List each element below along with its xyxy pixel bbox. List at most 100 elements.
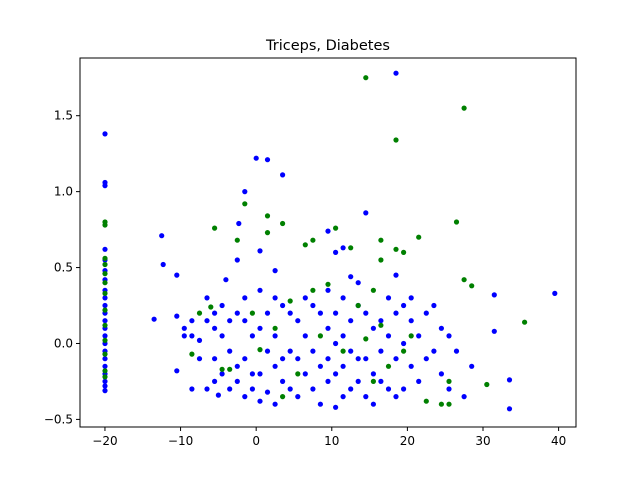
data-point — [102, 307, 108, 313]
data-point — [223, 277, 229, 283]
data-point — [340, 394, 346, 400]
data-point — [506, 377, 513, 383]
data-point — [333, 310, 339, 316]
data-point — [208, 304, 214, 310]
data-point — [102, 351, 108, 357]
data-point — [363, 336, 369, 342]
data-point — [102, 255, 108, 261]
data-point — [363, 310, 369, 316]
data-point — [272, 325, 278, 331]
data-point — [236, 220, 242, 227]
data-point — [302, 333, 308, 339]
data-point — [272, 333, 278, 339]
data-point — [102, 363, 108, 369]
data-point — [102, 356, 108, 362]
data-point — [264, 213, 271, 219]
data-point — [102, 222, 108, 228]
data-point — [423, 356, 429, 362]
data-point — [408, 333, 414, 339]
data-point — [446, 401, 452, 407]
data-point — [491, 292, 497, 298]
data-point — [340, 363, 346, 369]
data-point — [102, 333, 108, 339]
data-point — [317, 401, 323, 407]
data-point — [102, 271, 108, 277]
data-point — [102, 131, 108, 137]
data-point — [219, 371, 225, 377]
data-point — [325, 325, 331, 331]
data-point — [102, 378, 108, 384]
data-point — [272, 401, 278, 407]
data-point — [370, 401, 376, 407]
data-point — [408, 318, 414, 324]
data-point — [212, 310, 218, 316]
data-point — [325, 378, 331, 384]
data-point — [242, 356, 248, 362]
data-point — [378, 322, 384, 328]
data-point — [340, 348, 346, 354]
data-point — [453, 348, 460, 354]
data-point — [196, 356, 203, 362]
data-point — [317, 333, 323, 339]
data-point — [378, 237, 384, 243]
y-axis: −0.5 0.0 0.5 1.0 1.5 — [44, 109, 80, 426]
data-point — [393, 356, 399, 362]
data-point — [302, 371, 308, 377]
data-point — [174, 368, 180, 374]
data-point — [249, 371, 255, 377]
data-point — [393, 310, 399, 316]
data-point — [393, 246, 399, 252]
data-point — [370, 287, 376, 293]
data-point — [355, 378, 361, 384]
data-point — [461, 277, 467, 283]
data-point — [102, 295, 108, 301]
data-point — [438, 325, 444, 331]
data-point — [378, 257, 384, 263]
data-point — [272, 363, 278, 369]
data-point — [234, 257, 240, 263]
data-point — [257, 248, 263, 254]
data-point — [363, 394, 369, 400]
y-tick-label: −0.5 — [44, 412, 73, 426]
data-point — [378, 348, 384, 354]
data-point — [401, 386, 407, 392]
data-point — [189, 386, 195, 392]
x-tick-label: 10 — [324, 434, 339, 448]
data-point — [264, 310, 271, 316]
data-point — [212, 378, 218, 384]
data-point — [242, 295, 248, 301]
y-tick-label: 0.0 — [54, 336, 73, 350]
data-point — [102, 322, 108, 328]
data-point — [212, 356, 218, 362]
data-point — [378, 378, 384, 384]
data-point — [363, 210, 369, 216]
data-point — [242, 318, 248, 324]
data-point — [287, 386, 293, 392]
data-point — [249, 333, 255, 339]
data-point — [159, 233, 165, 239]
data-point — [446, 378, 452, 384]
data-point — [264, 389, 271, 395]
data-point — [287, 348, 293, 354]
data-point — [257, 325, 263, 331]
data-point — [227, 386, 233, 392]
data-point — [219, 366, 225, 372]
data-point — [363, 356, 369, 362]
data-point — [423, 310, 429, 316]
data-point — [196, 310, 203, 316]
data-point — [552, 290, 558, 296]
data-point — [295, 371, 301, 377]
data-point — [340, 245, 346, 251]
data-point — [249, 310, 255, 316]
data-point — [204, 295, 210, 301]
data-point — [370, 325, 376, 331]
data-point — [102, 383, 108, 389]
data-point — [333, 340, 339, 347]
data-point — [438, 371, 444, 377]
data-point — [102, 337, 108, 343]
data-point — [215, 392, 221, 398]
data-point — [484, 381, 490, 388]
data-point — [204, 386, 210, 392]
data-point — [295, 318, 301, 324]
data-point — [340, 295, 346, 301]
